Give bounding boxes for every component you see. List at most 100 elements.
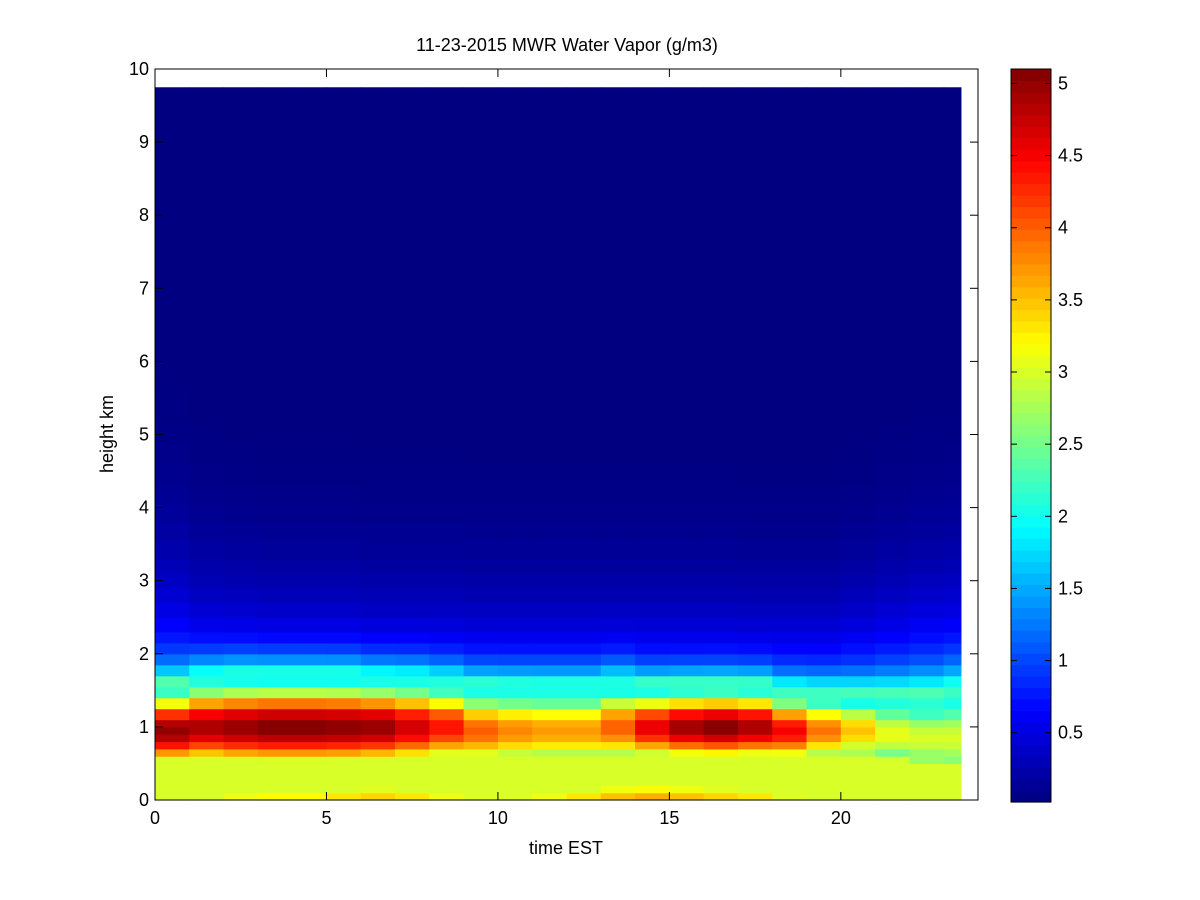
heatmap-cell xyxy=(669,697,705,710)
heatmap-cell xyxy=(806,763,842,772)
heatmap-cell xyxy=(223,697,259,710)
heatmap-cell xyxy=(703,631,739,644)
colorbar-tick-label: 1 xyxy=(1058,651,1068,671)
heatmap-cell xyxy=(257,522,293,542)
heatmap-cell xyxy=(772,756,808,765)
heatmap-cell xyxy=(395,726,430,735)
heatmap-cell xyxy=(155,697,190,710)
heatmap-cell xyxy=(189,463,225,487)
heatmap-cell xyxy=(532,770,568,779)
heatmap-cell xyxy=(532,697,568,710)
heatmap-cell xyxy=(360,485,396,505)
heatmap-cell xyxy=(463,617,499,633)
heatmap-cell xyxy=(669,397,705,421)
heatmap-cell xyxy=(875,522,911,542)
heatmap-cell xyxy=(909,631,945,644)
colorbar-step xyxy=(1011,572,1051,585)
heatmap-cell xyxy=(669,558,705,574)
heatmap-cell xyxy=(737,463,773,487)
heatmap-cell xyxy=(566,558,602,574)
heatmap-cell xyxy=(292,419,328,443)
heatmap-cell xyxy=(189,397,225,421)
colorbar-step xyxy=(1011,149,1051,162)
colorbar-step xyxy=(1011,790,1051,803)
heatmap-cell xyxy=(463,288,499,319)
heatmap-cell xyxy=(257,142,293,216)
heatmap-cell xyxy=(326,441,362,465)
colorbar-step xyxy=(1011,630,1051,643)
colorbar-step xyxy=(1011,183,1051,196)
heatmap-cell xyxy=(772,288,808,319)
heatmap-cell xyxy=(189,697,225,710)
heatmap-cell xyxy=(257,778,293,786)
heatmap-cell xyxy=(532,540,568,560)
heatmap-cell xyxy=(463,87,499,143)
heatmap-cell xyxy=(840,573,876,589)
heatmap-cell xyxy=(600,503,636,523)
heatmap-cell xyxy=(600,540,636,560)
heatmap-cell xyxy=(635,376,670,399)
heatmap-cell xyxy=(566,653,602,666)
heatmap-cell xyxy=(840,540,876,560)
heatmap-cell xyxy=(566,763,602,772)
heatmap-cell xyxy=(875,748,911,757)
heatmap-cell xyxy=(326,708,362,721)
heatmap-cell xyxy=(257,756,293,765)
heatmap-cell xyxy=(395,215,430,289)
heatmap-cell xyxy=(943,792,962,801)
heatmap-cell xyxy=(635,346,670,377)
heatmap-cell xyxy=(635,588,670,604)
heatmap-cell xyxy=(635,602,670,618)
heatmap-cell xyxy=(669,317,705,348)
colorbar-step xyxy=(1011,561,1051,574)
heatmap-cell xyxy=(600,741,636,750)
heatmap-cell xyxy=(532,719,568,728)
heatmap-cell xyxy=(737,142,773,216)
heatmap-cell xyxy=(292,756,328,765)
heatmap-cell xyxy=(532,317,568,348)
heatmap-cell xyxy=(806,503,842,523)
heatmap-cell xyxy=(223,708,259,721)
heatmap-cell xyxy=(600,770,636,779)
heatmap-cell xyxy=(395,87,430,143)
heatmap-cell xyxy=(600,664,636,677)
heatmap-cell xyxy=(189,719,225,728)
heatmap-cell xyxy=(155,602,190,618)
heatmap-cell xyxy=(806,441,842,465)
heatmap-cell xyxy=(703,87,739,143)
heatmap-cell xyxy=(395,734,430,743)
y-axis: 0 1 2 3 4 5 6 7 8 9 10 xyxy=(129,59,978,810)
heatmap-cell xyxy=(326,763,362,772)
colorbar-tick-label: 4.5 xyxy=(1058,146,1083,166)
heatmap-cell xyxy=(155,675,190,688)
heatmap-cell xyxy=(257,642,293,655)
heatmap-cell xyxy=(532,522,568,542)
heatmap-cell xyxy=(292,397,328,421)
heatmap-cell xyxy=(703,317,739,348)
heatmap-cell xyxy=(943,748,962,757)
heatmap-cell xyxy=(737,288,773,319)
colorbar-step xyxy=(1011,366,1051,379)
heatmap-cell xyxy=(463,785,499,794)
colorbar-tick-label: 2.5 xyxy=(1058,434,1083,454)
heatmap-cell xyxy=(806,215,842,289)
heatmap-cell xyxy=(840,642,876,655)
heatmap-cell xyxy=(326,288,362,319)
heatmap-cell xyxy=(326,756,362,765)
heatmap-cell xyxy=(875,288,911,319)
heatmap-cell xyxy=(806,748,842,757)
heatmap-cell xyxy=(326,785,362,794)
heatmap-cell xyxy=(463,346,499,377)
colorbar-step xyxy=(1011,80,1051,93)
heatmap-cell xyxy=(463,463,499,487)
heatmap-cell xyxy=(223,419,259,443)
heatmap-cell xyxy=(360,142,396,216)
heatmap-cell xyxy=(189,215,225,289)
heatmap-cell xyxy=(326,631,362,644)
heatmap-cell xyxy=(943,708,962,721)
heatmap-cell xyxy=(875,653,911,666)
heatmap-cell xyxy=(909,664,945,677)
heatmap-cell xyxy=(703,778,739,786)
heatmap-cell xyxy=(909,785,945,794)
heatmap-cell xyxy=(463,215,499,289)
